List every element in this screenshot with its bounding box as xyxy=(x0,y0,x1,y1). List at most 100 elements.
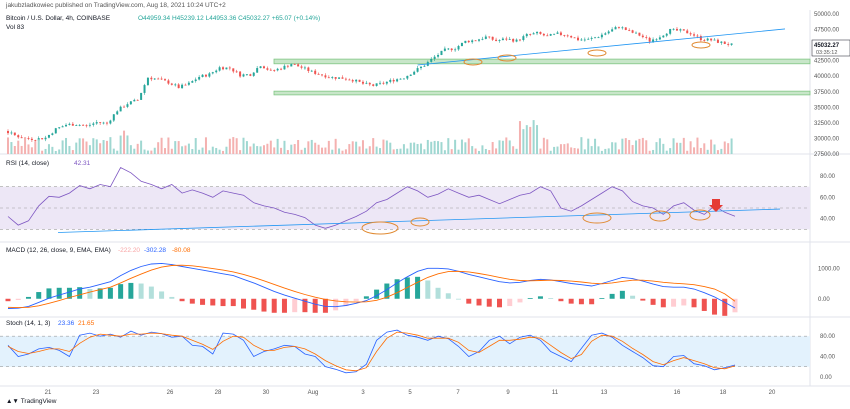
down-arrow-icon xyxy=(709,199,723,212)
candle-body xyxy=(280,68,283,70)
macd-histogram-bar xyxy=(660,298,666,308)
macd-histogram-bar xyxy=(415,276,421,299)
volume-bar xyxy=(402,144,405,154)
candle-body xyxy=(201,74,204,78)
volume-bar xyxy=(314,142,317,154)
macd-histogram-bar xyxy=(527,298,533,299)
candle-body xyxy=(478,39,481,41)
volume-bar xyxy=(375,146,378,154)
candle-body xyxy=(566,35,569,37)
candle-body xyxy=(181,84,184,89)
rsi-title[interactable]: RSI (14, close) xyxy=(6,160,49,167)
signal-value: -80.08 xyxy=(172,247,191,254)
candle-body xyxy=(648,37,651,42)
macd-histogram-bar xyxy=(241,298,247,309)
candle-body xyxy=(126,104,129,107)
volume-bar xyxy=(389,142,392,154)
publisher-line: jakubzladkowiec published on TradingView… xyxy=(6,2,226,9)
volume-bar xyxy=(105,140,108,154)
volume-bar xyxy=(635,140,638,154)
volume-bar xyxy=(382,139,385,154)
volume-bar xyxy=(532,120,535,154)
candle-body xyxy=(501,38,504,41)
candle-body xyxy=(307,67,310,72)
candle-body xyxy=(99,122,102,123)
volume-bar xyxy=(669,148,672,154)
candle-body xyxy=(232,68,235,72)
volume-bar xyxy=(286,150,289,154)
candle-body xyxy=(44,137,47,140)
symbol-title[interactable]: Bitcoin / U.S. Dollar, 4h, COINBASE xyxy=(6,15,111,22)
candle-body xyxy=(433,56,436,59)
volume-bar xyxy=(228,138,231,154)
candle-body xyxy=(341,77,344,79)
volume-bar xyxy=(570,147,573,154)
volume-bar xyxy=(474,148,477,154)
volume-bar xyxy=(85,141,88,154)
candle-body xyxy=(218,67,221,71)
stoch-title[interactable]: Stoch (14, 1, 3) xyxy=(6,320,51,327)
candle-body xyxy=(689,33,692,35)
volume-bar xyxy=(583,149,586,154)
candle-body xyxy=(235,71,238,73)
volume-label: Vol 83 xyxy=(6,24,25,31)
candle-body xyxy=(573,37,576,39)
candle-body xyxy=(402,78,405,80)
macd-histogram-bar xyxy=(66,287,72,299)
candle-body xyxy=(54,128,57,134)
candle-body xyxy=(211,72,214,74)
candle-body xyxy=(727,44,730,45)
volume-bar xyxy=(242,137,245,154)
support-zone xyxy=(273,58,811,65)
candle-body xyxy=(413,71,416,75)
macd-histogram-bar xyxy=(128,282,134,299)
price-tick-label: 42500.00 xyxy=(814,59,840,65)
macd-histogram-bar xyxy=(630,295,636,299)
candle-body xyxy=(150,77,153,80)
candle-body xyxy=(143,85,146,93)
macd-histogram-bar xyxy=(537,296,543,299)
candle-body xyxy=(706,38,709,41)
candle-body xyxy=(303,67,306,69)
volume-bar xyxy=(696,137,699,154)
volume-bar xyxy=(559,144,562,154)
volume-bar xyxy=(232,137,235,154)
volume-bar xyxy=(607,148,610,154)
volume-bar xyxy=(283,140,286,154)
candle-body xyxy=(68,123,71,125)
candle-body xyxy=(467,40,470,43)
candle-body xyxy=(208,73,211,77)
candle-body xyxy=(331,77,334,78)
candle-body xyxy=(580,39,583,41)
candle-body xyxy=(317,73,320,75)
macd-histogram-bar xyxy=(230,298,236,307)
candle-body xyxy=(187,82,190,85)
volume-bar xyxy=(170,148,173,154)
volume-bar xyxy=(587,138,590,154)
candle-body xyxy=(239,71,242,77)
candle-body xyxy=(450,48,453,51)
volume-bar xyxy=(675,142,678,154)
candle-body xyxy=(396,79,399,82)
candle-body xyxy=(495,39,498,41)
candle-body xyxy=(160,78,163,80)
volume-bar xyxy=(78,138,81,154)
volume-bar xyxy=(443,150,446,154)
volume-bar xyxy=(164,148,167,154)
volume-bar xyxy=(614,142,617,154)
candle-body xyxy=(140,92,143,100)
candle-body xyxy=(41,138,44,140)
volume-bar xyxy=(433,140,436,154)
volume-bar xyxy=(491,142,494,154)
volume-bar xyxy=(573,148,576,154)
macd-tick-label: 0.00 xyxy=(818,297,830,303)
candle-body xyxy=(321,74,324,76)
volume-bar xyxy=(30,147,33,154)
macd-histogram-bar xyxy=(609,293,615,299)
volume-bar xyxy=(727,143,730,154)
candle-body xyxy=(204,74,207,77)
candle-body xyxy=(129,101,132,105)
macd-title[interactable]: MACD (12, 26, close, 9, EMA, EMA) xyxy=(6,247,111,254)
tradingview-logo[interactable]: ▲▼ TradingView xyxy=(6,398,56,405)
